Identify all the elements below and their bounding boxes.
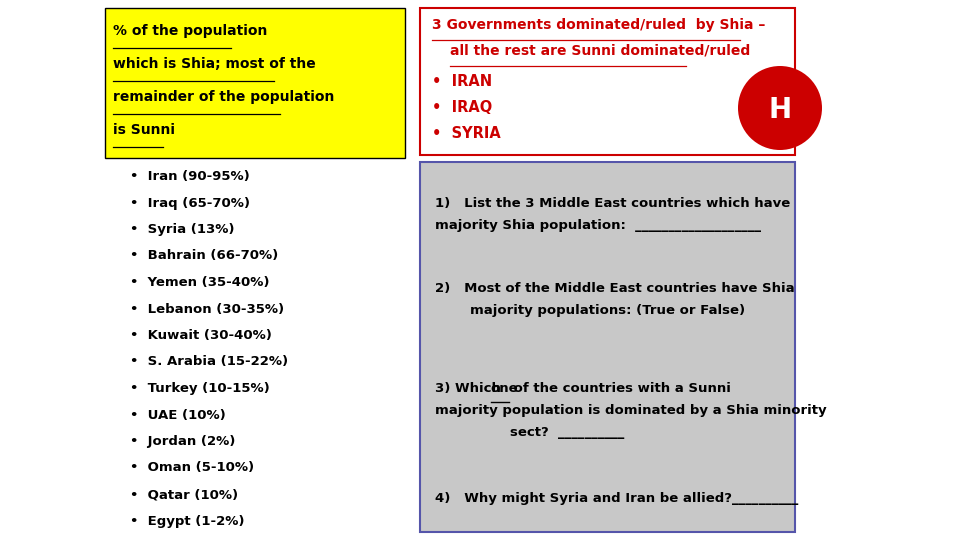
Text: all the rest are Sunni dominated/ruled: all the rest are Sunni dominated/ruled — [450, 44, 751, 58]
Text: 2)   Most of the Middle East countries have Shia: 2) Most of the Middle East countries hav… — [435, 282, 795, 295]
Bar — [420, 8, 795, 155]
Text: 3) Which: 3) Which — [435, 382, 506, 395]
Text: •  UAE (10%): • UAE (10%) — [130, 408, 226, 422]
Text: 4)   Why might Syria and Iran be allied?__________: 4) Why might Syria and Iran be allied?__… — [435, 492, 799, 505]
Text: •  Lebanon (30-35%): • Lebanon (30-35%) — [130, 302, 284, 315]
Ellipse shape — [738, 66, 822, 150]
Text: •  Syria (13%): • Syria (13%) — [130, 223, 234, 236]
Text: 1)   List the 3 Middle East countries which have: 1) List the 3 Middle East countries whic… — [435, 197, 790, 210]
Text: •  IRAN: • IRAN — [432, 74, 492, 89]
Text: •  Jordan (2%): • Jordan (2%) — [130, 435, 235, 448]
Text: •  Egypt (1-2%): • Egypt (1-2%) — [130, 515, 245, 528]
Text: •  S. Arabia (15-22%): • S. Arabia (15-22%) — [130, 355, 288, 368]
Text: majority Shia population:  ___________________: majority Shia population: ______________… — [435, 219, 761, 232]
Text: sect?  __________: sect? __________ — [510, 426, 624, 439]
Text: •  Yemen (35-40%): • Yemen (35-40%) — [130, 276, 270, 289]
Text: •  Iraq (65-70%): • Iraq (65-70%) — [130, 197, 250, 210]
Text: which is Shia; most of the: which is Shia; most of the — [113, 57, 316, 71]
Text: H: H — [768, 96, 792, 124]
Text: •  Oman (5-10%): • Oman (5-10%) — [130, 462, 254, 475]
Text: •  IRAQ: • IRAQ — [432, 100, 492, 115]
Bar — [420, 162, 795, 532]
Text: •  Turkey (10-15%): • Turkey (10-15%) — [130, 382, 270, 395]
Text: remainder of the population: remainder of the population — [113, 90, 334, 104]
Text: majority populations: (True or False): majority populations: (True or False) — [470, 304, 745, 317]
Text: •  Qatar (10%): • Qatar (10%) — [130, 488, 238, 501]
Text: 3 Governments dominated/ruled  by Shia –: 3 Governments dominated/ruled by Shia – — [432, 18, 765, 32]
Text: of the countries with a Sunni: of the countries with a Sunni — [510, 382, 732, 395]
Bar — [105, 8, 405, 158]
Text: is Sunni: is Sunni — [113, 123, 175, 137]
Text: •  Iran (90-95%): • Iran (90-95%) — [130, 170, 250, 183]
Text: •  SYRIA: • SYRIA — [432, 126, 501, 141]
Text: •  Kuwait (30-40%): • Kuwait (30-40%) — [130, 329, 272, 342]
Text: % of the population: % of the population — [113, 24, 268, 38]
Text: majority population is dominated by a Shia minority: majority population is dominated by a Sh… — [435, 404, 827, 417]
Text: •  Bahrain (66-70%): • Bahrain (66-70%) — [130, 249, 278, 262]
Text: one: one — [491, 382, 518, 395]
